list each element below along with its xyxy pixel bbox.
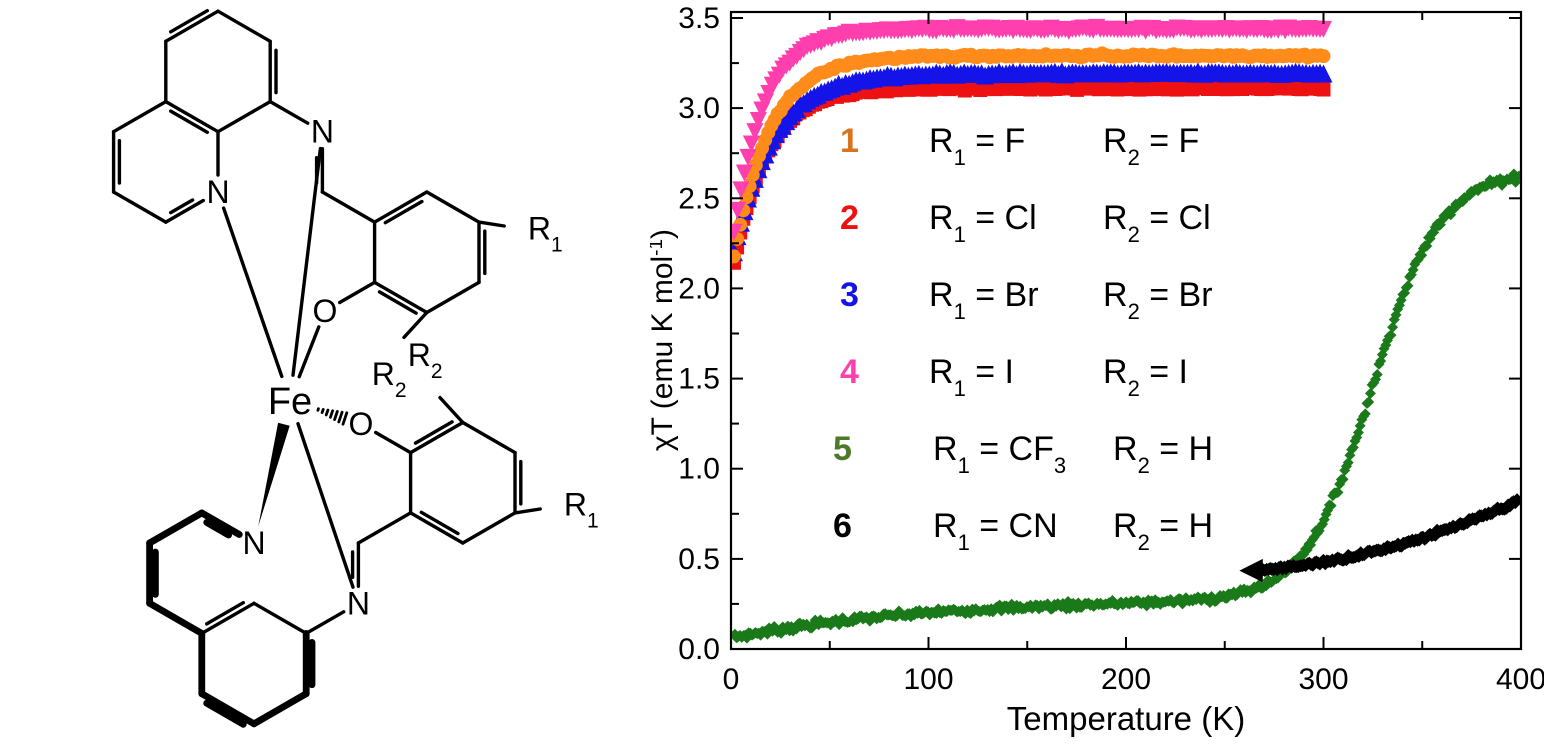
svg-text:6: 6 [833, 507, 852, 545]
svg-text:R1 = Cl: R1 = Cl [929, 199, 1037, 247]
svg-text:R2 = Br: R2 = Br [1103, 276, 1213, 324]
svg-text:N: N [206, 174, 229, 210]
svg-text:Fe: Fe [268, 381, 312, 423]
svg-text:R2 = H: R2 = H [1113, 430, 1213, 478]
svg-text:R1 = Br: R1 = Br [929, 276, 1039, 324]
svg-text:χT (emu K mol-1): χT (emu K mol-1) [650, 229, 679, 451]
svg-text:100: 100 [903, 663, 953, 696]
svg-text:3.5: 3.5 [678, 2, 720, 35]
svg-text:400: 400 [1496, 663, 1544, 696]
svg-text:R2: R2 [408, 337, 443, 383]
svg-text:R1 = CN: R1 = CN [933, 507, 1058, 555]
svg-text:R1 = F: R1 = F [929, 122, 1025, 170]
svg-text:R2 = I: R2 = I [1103, 353, 1188, 401]
svg-text:0.0: 0.0 [678, 633, 720, 666]
svg-text:0: 0 [723, 663, 740, 696]
svg-text:R2: R2 [372, 356, 407, 402]
svg-text:4: 4 [840, 353, 859, 391]
svg-text:2.0: 2.0 [678, 272, 720, 305]
svg-text:1: 1 [840, 122, 859, 160]
svg-text:R2 = F: R2 = F [1103, 122, 1199, 170]
svg-text:O: O [349, 406, 374, 442]
svg-text:R2 = Cl: R2 = Cl [1103, 199, 1211, 247]
svg-text:2: 2 [840, 199, 859, 237]
svg-text:R1: R1 [528, 211, 563, 257]
svg-text:3: 3 [840, 276, 859, 314]
svg-text:N: N [242, 525, 265, 561]
svg-text:2.5: 2.5 [678, 182, 720, 215]
svg-text:R1 = I: R1 = I [929, 353, 1014, 401]
svg-text:0.5: 0.5 [678, 543, 720, 576]
svg-text:R1 = CF3: R1 = CF3 [933, 430, 1066, 478]
svg-text:N: N [311, 114, 334, 150]
svg-text:300: 300 [1298, 663, 1348, 696]
svg-text:1.5: 1.5 [678, 363, 720, 396]
svg-text:200: 200 [1101, 663, 1151, 696]
svg-text:3.0: 3.0 [678, 92, 720, 125]
svg-text:Temperature (K): Temperature (K) [1007, 700, 1245, 737]
svg-text:N: N [347, 585, 370, 621]
svg-text:O: O [313, 293, 338, 329]
svg-text:R1: R1 [564, 486, 599, 532]
svg-text:R2 = H: R2 = H [1113, 507, 1213, 555]
svg-text:1.0: 1.0 [678, 453, 720, 486]
svg-text:5: 5 [833, 430, 852, 468]
